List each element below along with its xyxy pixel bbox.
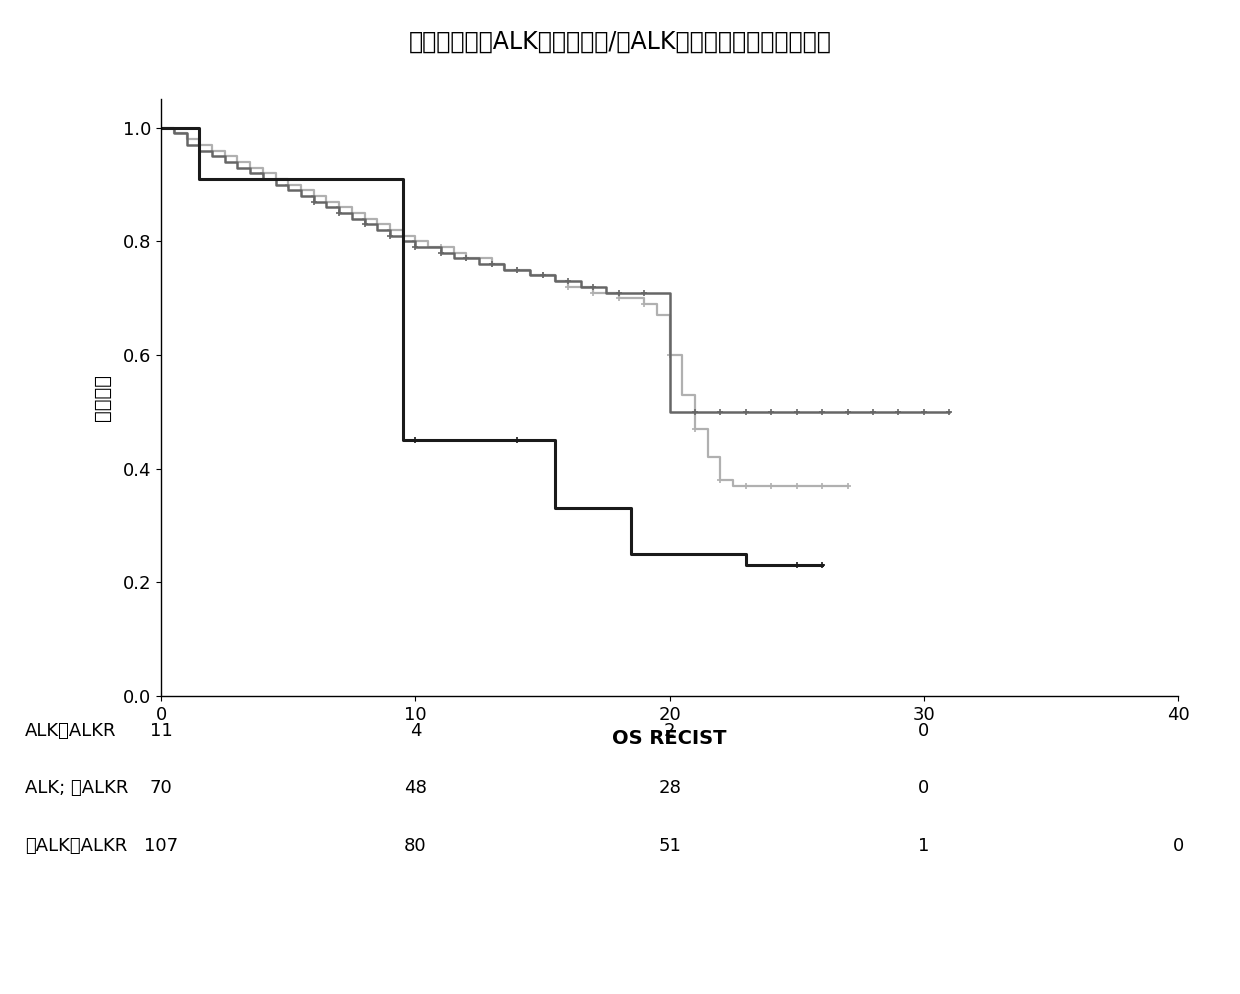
Text: ALK; 无ALKR: ALK; 无ALKR bbox=[25, 779, 128, 797]
Text: 1: 1 bbox=[918, 837, 930, 855]
Text: 4: 4 bbox=[409, 722, 422, 740]
Text: 0: 0 bbox=[1172, 837, 1184, 855]
Text: 28: 28 bbox=[658, 779, 681, 797]
Text: 48: 48 bbox=[404, 779, 427, 797]
Text: 具有或不具有ALK抗性突变和/或ALK融合物的患者的总体存活: 具有或不具有ALK抗性突变和/或ALK融合物的患者的总体存活 bbox=[408, 30, 832, 54]
Text: 80: 80 bbox=[404, 837, 427, 855]
Text: 无ALK无ALKR: 无ALK无ALKR bbox=[25, 837, 126, 855]
Text: ALK和ALKR: ALK和ALKR bbox=[25, 722, 117, 740]
X-axis label: OS RECIST: OS RECIST bbox=[613, 729, 727, 748]
Text: 70: 70 bbox=[150, 779, 172, 797]
Text: 2: 2 bbox=[663, 722, 676, 740]
Text: 0: 0 bbox=[918, 779, 930, 797]
Text: 51: 51 bbox=[658, 837, 681, 855]
Y-axis label: 存活概率: 存活概率 bbox=[93, 374, 112, 421]
Text: 11: 11 bbox=[150, 722, 172, 740]
Text: 0: 0 bbox=[918, 722, 930, 740]
Text: 107: 107 bbox=[144, 837, 179, 855]
